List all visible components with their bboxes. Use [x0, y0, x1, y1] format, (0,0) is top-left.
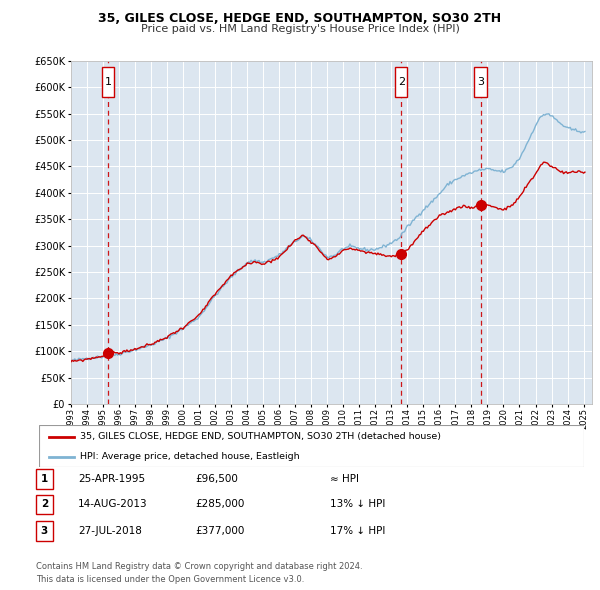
Text: 1: 1 [104, 77, 112, 87]
Text: ≈ HPI: ≈ HPI [330, 474, 359, 484]
Text: 2: 2 [398, 77, 405, 87]
Text: 2: 2 [41, 500, 48, 509]
Text: HPI: Average price, detached house, Eastleigh: HPI: Average price, detached house, East… [80, 452, 299, 461]
Text: 17% ↓ HPI: 17% ↓ HPI [330, 526, 385, 536]
Text: 35, GILES CLOSE, HEDGE END, SOUTHAMPTON, SO30 2TH (detached house): 35, GILES CLOSE, HEDGE END, SOUTHAMPTON,… [80, 432, 441, 441]
Text: £96,500: £96,500 [195, 474, 238, 484]
FancyBboxPatch shape [395, 67, 407, 97]
Text: Contains HM Land Registry data © Crown copyright and database right 2024.: Contains HM Land Registry data © Crown c… [36, 562, 362, 571]
Text: 3: 3 [477, 77, 484, 87]
Text: 1: 1 [41, 474, 48, 484]
Text: £377,000: £377,000 [195, 526, 244, 536]
Text: 13% ↓ HPI: 13% ↓ HPI [330, 500, 385, 509]
Text: 3: 3 [41, 526, 48, 536]
Text: £285,000: £285,000 [195, 500, 244, 509]
Text: 35, GILES CLOSE, HEDGE END, SOUTHAMPTON, SO30 2TH: 35, GILES CLOSE, HEDGE END, SOUTHAMPTON,… [98, 12, 502, 25]
FancyBboxPatch shape [475, 67, 487, 97]
Text: This data is licensed under the Open Government Licence v3.0.: This data is licensed under the Open Gov… [36, 575, 304, 584]
Text: 25-APR-1995: 25-APR-1995 [78, 474, 145, 484]
FancyBboxPatch shape [102, 67, 114, 97]
Text: Price paid vs. HM Land Registry's House Price Index (HPI): Price paid vs. HM Land Registry's House … [140, 24, 460, 34]
FancyBboxPatch shape [39, 425, 584, 467]
Text: 27-JUL-2018: 27-JUL-2018 [78, 526, 142, 536]
Text: 14-AUG-2013: 14-AUG-2013 [78, 500, 148, 509]
